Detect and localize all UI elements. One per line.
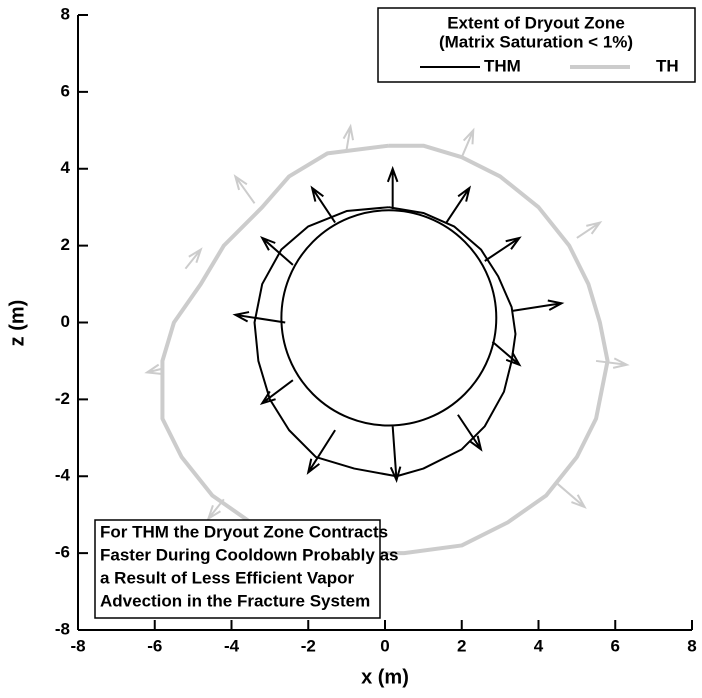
arrow <box>491 340 522 367</box>
x-axis-label: x (m) <box>361 666 409 688</box>
y-tick-label: -8 <box>55 619 70 638</box>
x-tick-label: -2 <box>301 636 316 655</box>
y-tick-label: 6 <box>61 81 70 100</box>
arrow <box>576 220 603 239</box>
arrow <box>460 127 475 158</box>
x-tick-label: 6 <box>611 636 620 655</box>
arrow <box>310 185 336 224</box>
legend-title: (Matrix Saturation < 1%) <box>439 32 633 51</box>
arrow <box>232 311 286 324</box>
x-tick-label: 8 <box>687 636 696 655</box>
arrow <box>144 363 163 375</box>
annotation-line: a Result of Less Efficient Vapor <box>100 568 355 587</box>
x-tick-label: -4 <box>224 636 240 655</box>
arrow <box>389 426 402 484</box>
arrow <box>457 414 483 452</box>
annotation: For THM the Dryout Zone Contracts Faster … <box>94 519 398 619</box>
x-tick-label: -8 <box>70 636 85 655</box>
arrow <box>184 247 203 270</box>
series-line <box>253 206 517 478</box>
x-tick-label: -6 <box>147 636 162 655</box>
arrow <box>233 174 256 204</box>
annotation-line: Advection in the Fracture System <box>100 591 370 610</box>
x-tick-label: 0 <box>380 636 389 655</box>
y-tick-label: -4 <box>55 466 71 485</box>
arrow <box>342 123 355 150</box>
arrow <box>557 483 587 509</box>
series-line <box>160 143 610 556</box>
y-tick-label: 2 <box>61 235 70 254</box>
legend-box <box>377 7 696 83</box>
arrow <box>306 429 336 475</box>
legend-title: Extent of Dryout Zone <box>447 13 625 32</box>
drift-circle <box>280 209 498 427</box>
x-tick-label: 2 <box>457 636 466 655</box>
legend-label: THM <box>484 56 521 75</box>
annotation-box <box>94 519 381 619</box>
y-axis-label: z (m) <box>6 300 28 347</box>
legend-label: TH <box>656 56 679 75</box>
y-tick-label: -2 <box>55 389 70 408</box>
arrow <box>511 299 565 312</box>
arrow <box>260 236 294 266</box>
y-tick-label: 4 <box>61 158 71 177</box>
arrow <box>445 185 472 224</box>
legend: Extent of Dryout Zone(Matrix Saturation … <box>377 7 696 83</box>
y-tick-label: 0 <box>61 312 70 331</box>
arrow <box>259 379 294 405</box>
arrow <box>484 236 522 262</box>
arrow <box>206 498 225 521</box>
y-tick-label: 8 <box>61 4 70 23</box>
annotation-line: Faster During Cooldown Probably as <box>100 545 398 564</box>
arrow <box>595 357 630 369</box>
y-tick-label: -6 <box>55 543 70 562</box>
arrow <box>386 165 399 210</box>
annotation-line: For THM the Dryout Zone Contracts <box>100 522 388 541</box>
x-tick-label: 4 <box>534 636 544 655</box>
